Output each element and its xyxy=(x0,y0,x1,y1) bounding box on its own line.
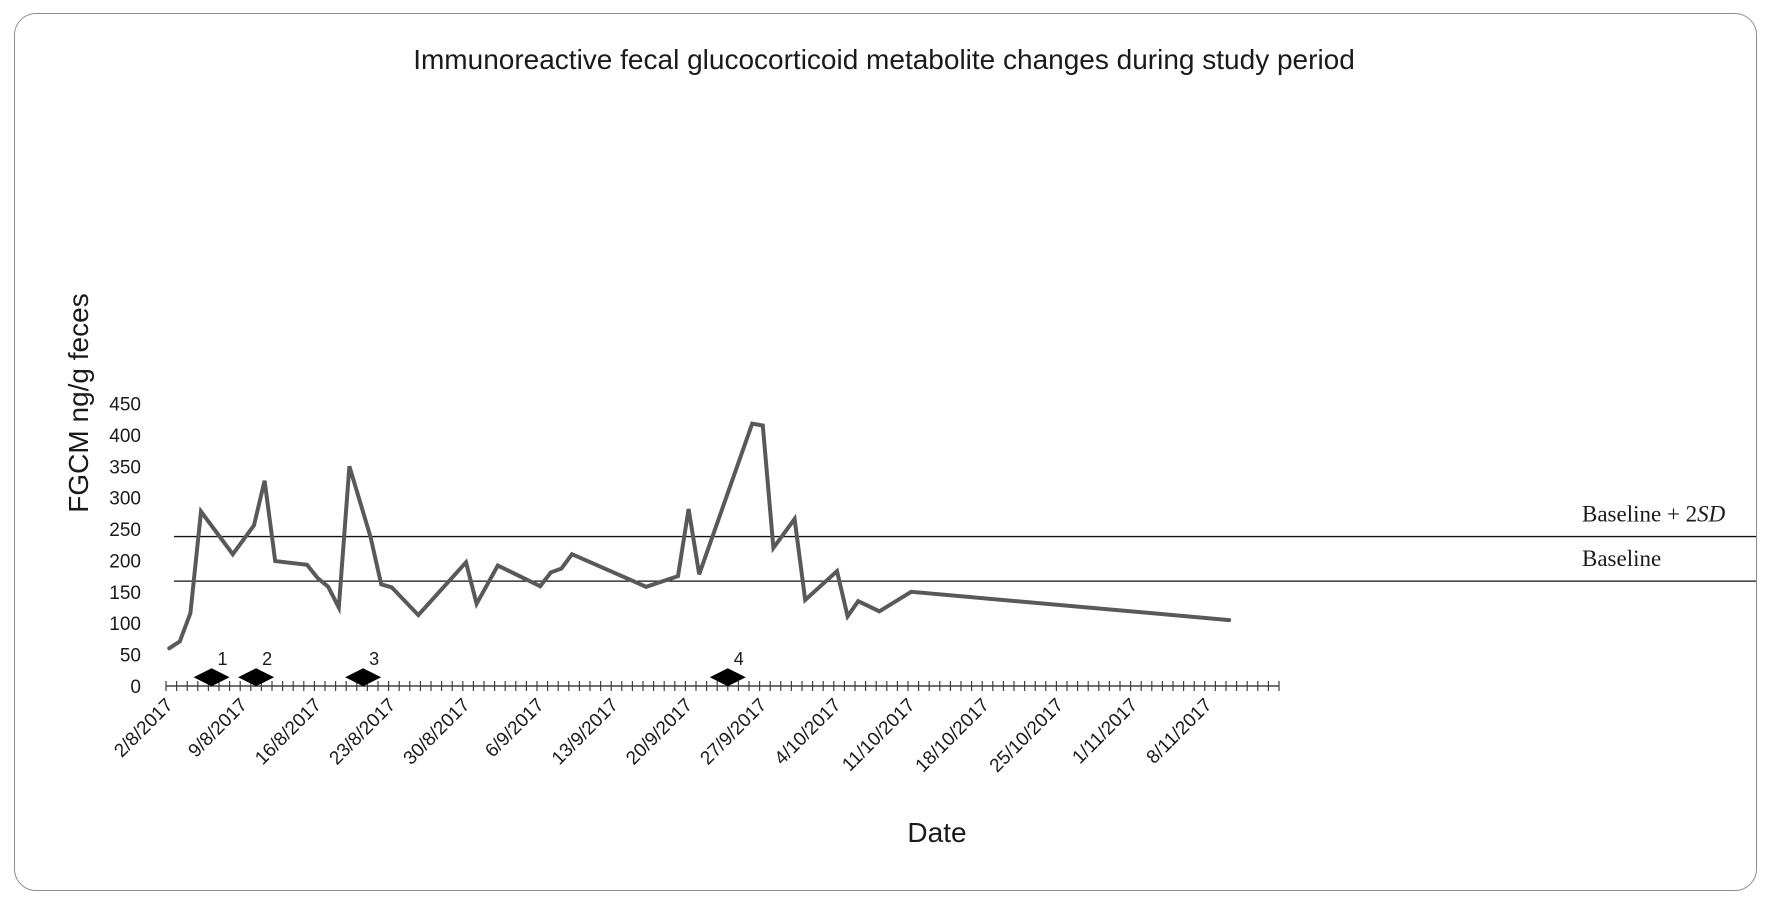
chart-title: Immunoreactive fecal glucocorticoid meta… xyxy=(413,44,1355,75)
event-markers: 1 2 3 4 xyxy=(193,649,746,687)
x-tick-label: 6/9/2017 xyxy=(481,695,548,762)
x-tick-label: 11/10/2017 xyxy=(838,695,919,776)
y-tick-label: 450 xyxy=(109,394,141,415)
y-tick-label: 0 xyxy=(130,677,141,698)
event-label: 3 xyxy=(369,649,379,669)
x-tick-label: 18/10/2017 xyxy=(912,695,994,777)
x-tick-label: 2/8/2017 xyxy=(110,695,177,762)
x-tick-label: 20/9/2017 xyxy=(622,695,697,770)
y-tick-label: 100 xyxy=(109,614,141,635)
reference-line-label: Baseline + 2SD xyxy=(1582,502,1726,527)
reference-line-label: Baseline xyxy=(1582,546,1661,571)
reference-lines: Baseline + 2SD Baseline xyxy=(174,502,1756,582)
reference-line-label-italic: SD xyxy=(1697,502,1726,527)
y-tick-label: 50 xyxy=(120,646,141,667)
x-tick-label: 8/11/2017 xyxy=(1143,695,1217,769)
event-marker xyxy=(709,668,746,687)
x-tick-label: 23/8/2017 xyxy=(326,695,401,770)
y-tick-label: 250 xyxy=(109,520,141,541)
event-label: 2 xyxy=(262,649,272,669)
y-axis-label: FGCM ng/g feces xyxy=(63,293,94,512)
x-tick-label: 27/9/2017 xyxy=(697,695,772,770)
data-series xyxy=(167,421,1232,651)
x-tick-label: 9/8/2017 xyxy=(185,695,252,762)
x-tick-label: 30/8/2017 xyxy=(400,695,475,770)
y-tick-label: 200 xyxy=(109,551,141,572)
x-tick-label: 13/9/2017 xyxy=(548,695,623,770)
y-tick-label: 400 xyxy=(109,426,141,447)
x-axis-label: Date xyxy=(907,817,966,848)
event-marker xyxy=(345,668,382,687)
y-tick-label: 300 xyxy=(109,489,141,510)
event-label: 4 xyxy=(734,649,744,669)
event-marker xyxy=(238,668,275,687)
x-axis: 2/8/2017 9/8/2017 16/8/2017 23/8/2017 30/8/2… xyxy=(110,681,1280,777)
event-label: 1 xyxy=(218,649,228,669)
y-tick-label: 350 xyxy=(109,457,141,478)
y-tick-label: 150 xyxy=(109,583,141,604)
chart-frame xyxy=(14,13,1757,891)
x-tick-label: 25/10/2017 xyxy=(986,695,1068,777)
x-tick-label: 16/8/2017 xyxy=(251,695,326,770)
y-axis: 0 50 100 150 200 250 300 350 400 450 xyxy=(109,394,141,698)
x-tick-label: 1/11/2017 xyxy=(1069,695,1143,769)
x-tick-label: 4/10/2017 xyxy=(771,695,846,770)
event-marker xyxy=(193,668,230,687)
